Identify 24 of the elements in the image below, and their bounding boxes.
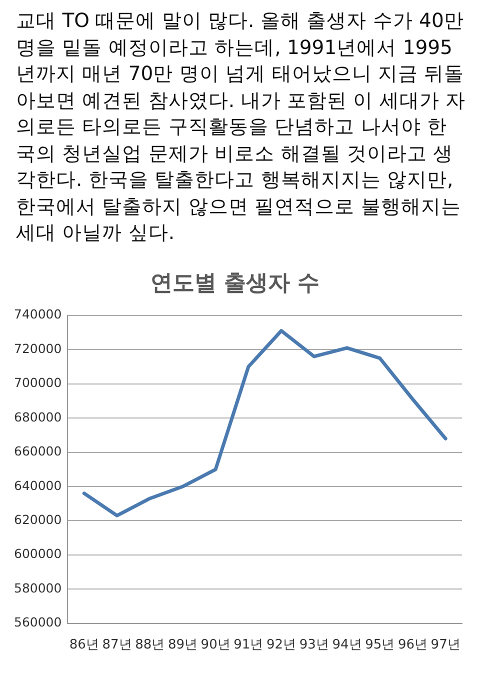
x-tick-label: 93년 [299, 637, 329, 652]
y-tick-label: 660000 [14, 443, 62, 458]
text: 교대 TO 때문에 말이 많다. 올해 출생자 수가 40만 명을 밑돌 예정이라고 하는데, 1991년에서 1995년까지 매년 70만 명이 넘게 태어났으니 지금 뒤돌아보면 예견된 참사였다. 내가 포함된 이 세대가 자의로든 타의로든 구직활동을 단념하고 나서야 한국의 청년실업 문제가 비로소 해결될 것이라고 생각한다. 한국을 탈출한다고 행복해지지는 않지만, 한국에서 탈출하지 않으면 필연적으로 불행해지는 세대 아닐까 싶다. [16, 9, 466, 244]
y-tick-label: 580000 [14, 580, 62, 595]
x-tick-label: 87년 [102, 637, 132, 652]
y-tick-label: 620000 [14, 511, 62, 526]
x-tick-label: 97년 [430, 637, 460, 652]
x-tick-label: 88년 [135, 637, 165, 652]
x-tick-label: 94년 [332, 637, 362, 652]
x-tick-label: 92년 [266, 637, 296, 652]
x-tick-label: 90년 [200, 637, 230, 652]
y-tick-label: 600000 [14, 546, 62, 561]
x-tick-label: 89년 [168, 637, 198, 652]
x-tick-label: 96년 [398, 637, 428, 652]
y-tick-label: 720000 [14, 340, 62, 356]
y-tick-label: 740000 [14, 306, 62, 322]
x-tick-label: 91년 [234, 637, 264, 652]
x-tick-label: 95년 [365, 637, 395, 652]
y-tick-label: 560000 [14, 614, 62, 630]
y-tick-label: 640000 [14, 477, 62, 492]
y-tick-label: 680000 [14, 408, 62, 424]
x-tick-label: 86년 [69, 637, 99, 652]
chart-title: 연도별 출생자 수 [150, 270, 320, 296]
y-tick-label: 700000 [14, 374, 62, 390]
